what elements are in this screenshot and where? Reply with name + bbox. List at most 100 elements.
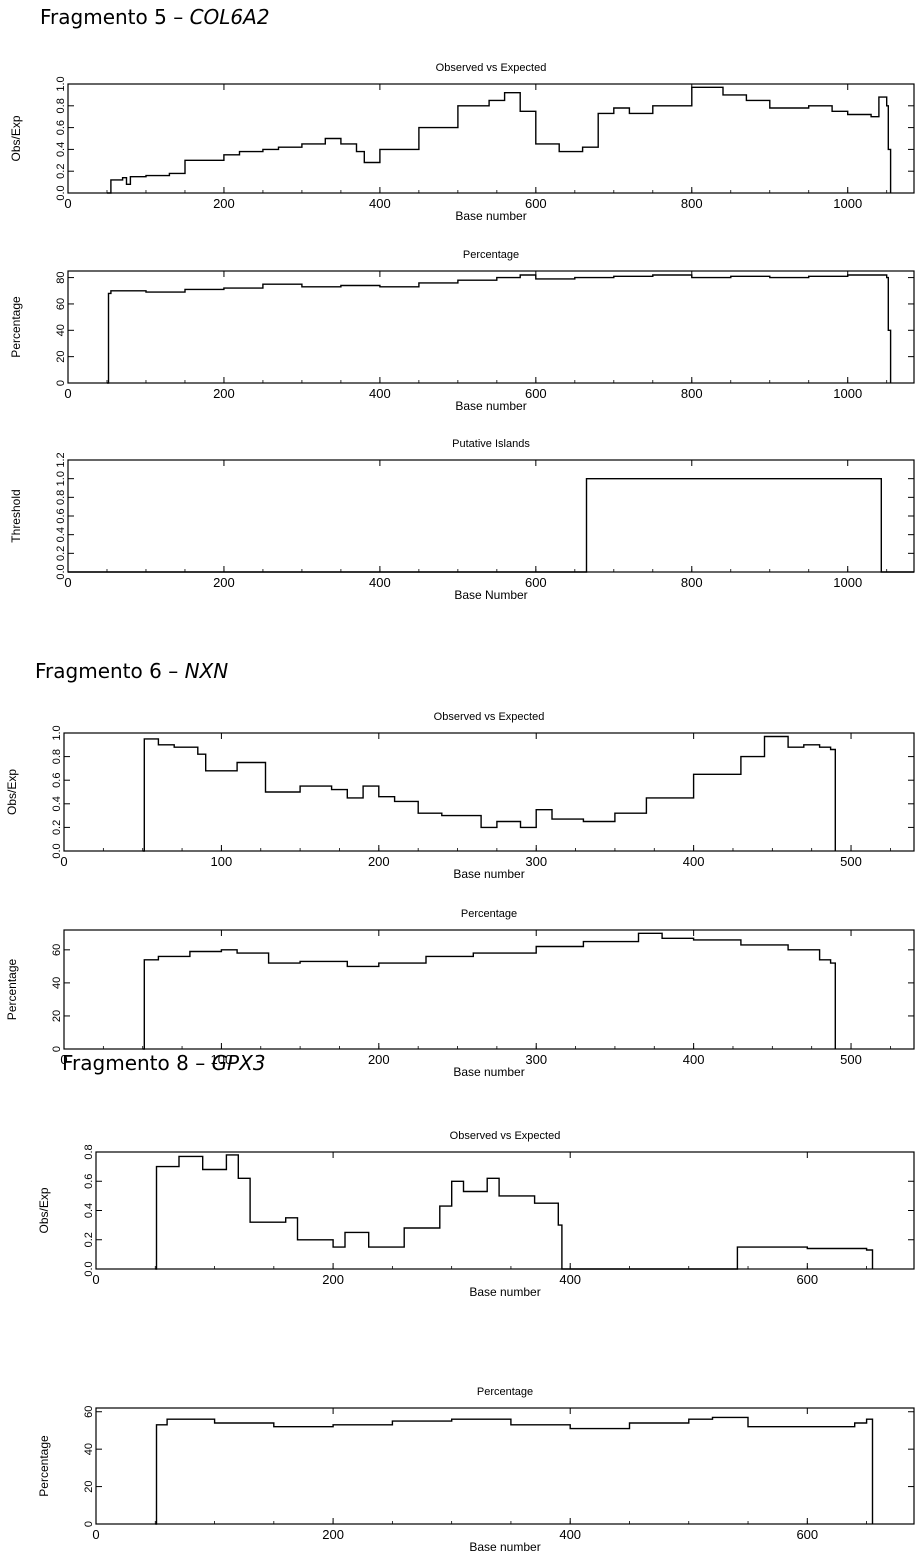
section-heading-fragment-8: Fragmento 8 – GPX3: [62, 1051, 266, 1075]
y-tick-label: 1.0: [51, 725, 63, 740]
plot-frame: [67, 459, 915, 573]
y-tick-label: 0.2: [55, 164, 67, 179]
x-tick-label: 400: [369, 386, 391, 401]
plot-frame: [63, 732, 915, 852]
y-tick-label: 0.6: [55, 508, 67, 523]
plot-frame: [67, 270, 915, 384]
chart-title: Percentage: [461, 908, 517, 920]
x-tick-label: 1000: [833, 196, 862, 211]
x-tick-label: 500: [840, 1052, 862, 1067]
y-tick-label: 0.4: [83, 1203, 95, 1218]
y-axis-label: Percentage: [9, 296, 23, 358]
y-tick-label: 0.6: [83, 1174, 95, 1189]
x-axis-label: Base number: [453, 1065, 524, 1079]
x-tick-label: 600: [796, 1272, 818, 1287]
x-tick-label: 200: [213, 386, 235, 401]
section-heading-fragment-5: Fragmento 5 – COL6A2: [40, 5, 270, 29]
y-tick-label: 80: [55, 271, 67, 283]
chart-4: Observed vs Expected 0 100 200 300 400 500 Base…: [5, 711, 915, 881]
y-tick-label: 40: [51, 977, 63, 989]
x-tick-label: 200: [322, 1527, 344, 1542]
x-tick-label: 200: [322, 1272, 344, 1287]
y-tick-label: 0.2: [51, 820, 63, 835]
x-axis-label: Base number: [469, 1285, 540, 1299]
y-tick-label: 40: [83, 1443, 95, 1455]
y-tick-label: 60: [55, 298, 67, 310]
x-tick-label: 300: [525, 854, 547, 869]
x-tick-label: 500: [840, 854, 862, 869]
x-tick-label: 300: [525, 1052, 547, 1067]
x-tick-label: 600: [525, 386, 547, 401]
plot-frame: [63, 929, 915, 1050]
y-axis-label: Obs/Exp: [5, 769, 19, 815]
chart-6: Observed vs Expected 0 200 400 600 Base numbe…: [37, 1130, 915, 1299]
x-tick-label: 400: [559, 1272, 581, 1287]
chart-title: Percentage: [463, 249, 519, 261]
x-axis-label: Base number: [455, 399, 526, 413]
x-tick-label: 200: [368, 1052, 390, 1067]
y-tick-label: 0.8: [55, 98, 67, 113]
chart-title: Observed vs Expected: [436, 62, 547, 74]
y-tick-label: 0: [83, 1521, 95, 1527]
y-tick-label: 60: [51, 944, 63, 956]
y-tick-label: 0.0: [51, 843, 63, 858]
x-axis-label: Base Number: [454, 588, 527, 602]
y-axis-label: Obs/Exp: [9, 115, 23, 161]
y-tick-label: 0.8: [51, 749, 63, 764]
series-line: [68, 478, 914, 573]
heading-prefix: Fragmento 8 –: [62, 1051, 212, 1075]
y-tick-label: 0: [51, 1046, 63, 1052]
heading-prefix: Fragmento 5 –: [40, 5, 190, 29]
chart-5: Percentage 0 100 200 300 400 500 Base number 0 20…: [5, 908, 915, 1079]
y-tick-label: 60: [83, 1406, 95, 1418]
y-tick-label: 0.2: [55, 546, 67, 561]
x-axis-label: Base number: [453, 867, 524, 881]
y-tick-label: 0.4: [55, 142, 67, 157]
x-tick-label: 400: [369, 196, 391, 211]
chart-title: Observed vs Expected: [434, 711, 545, 723]
chart-title: Observed vs Expected: [450, 1130, 561, 1142]
x-tick-label: 0: [64, 386, 71, 401]
chart-2: Percentage 0 200 400 600 800 1000 Base number 0 2…: [9, 249, 915, 413]
y-tick-label: 1.0: [55, 471, 67, 486]
y-tick-label: 40: [55, 324, 67, 336]
y-tick-label: 0.8: [55, 490, 67, 505]
heading-prefix: Fragmento 6 –: [35, 659, 185, 683]
y-tick-label: 0.6: [55, 120, 67, 135]
y-tick-label: 0.4: [55, 527, 67, 542]
series-line: [107, 86, 892, 194]
section-heading-fragment-6: Fragmento 6 – NXN: [35, 659, 228, 683]
y-tick-label: 0.2: [83, 1232, 95, 1247]
y-tick-label: 20: [51, 1010, 63, 1022]
heading-gene: NXN: [184, 659, 229, 683]
y-tick-label: 0.8: [83, 1144, 95, 1159]
y-tick-label: 0.6: [51, 773, 63, 788]
x-tick-label: 100: [211, 854, 233, 869]
heading-gene: COL6A2: [189, 5, 270, 29]
x-tick-label: 800: [681, 386, 703, 401]
x-tick-label: 800: [681, 575, 703, 590]
x-tick-label: 400: [683, 1052, 705, 1067]
chart-title: Percentage: [477, 1386, 533, 1398]
y-tick-label: 0.0: [83, 1261, 95, 1276]
x-tick-label: 0: [60, 854, 67, 869]
y-tick-label: 20: [83, 1480, 95, 1492]
x-tick-label: 800: [681, 196, 703, 211]
y-tick-label: 0.0: [55, 564, 67, 579]
x-tick-label: 400: [683, 854, 705, 869]
x-tick-label: 1000: [833, 575, 862, 590]
x-tick-label: 200: [213, 196, 235, 211]
plot-frame: [67, 83, 915, 194]
y-axis-label: Threshold: [9, 489, 23, 542]
x-tick-label: 0: [60, 1052, 67, 1067]
y-tick-label: 0.4: [51, 796, 63, 811]
y-tick-label: 0.0: [55, 185, 67, 200]
series-line: [142, 735, 836, 852]
y-axis-label: Obs/Exp: [37, 1187, 51, 1233]
x-tick-label: 100: [211, 1052, 233, 1067]
x-tick-label: 400: [559, 1527, 581, 1542]
series-line: [142, 932, 836, 1050]
y-tick-label: 1.2: [55, 452, 67, 467]
x-tick-label: 400: [369, 575, 391, 590]
